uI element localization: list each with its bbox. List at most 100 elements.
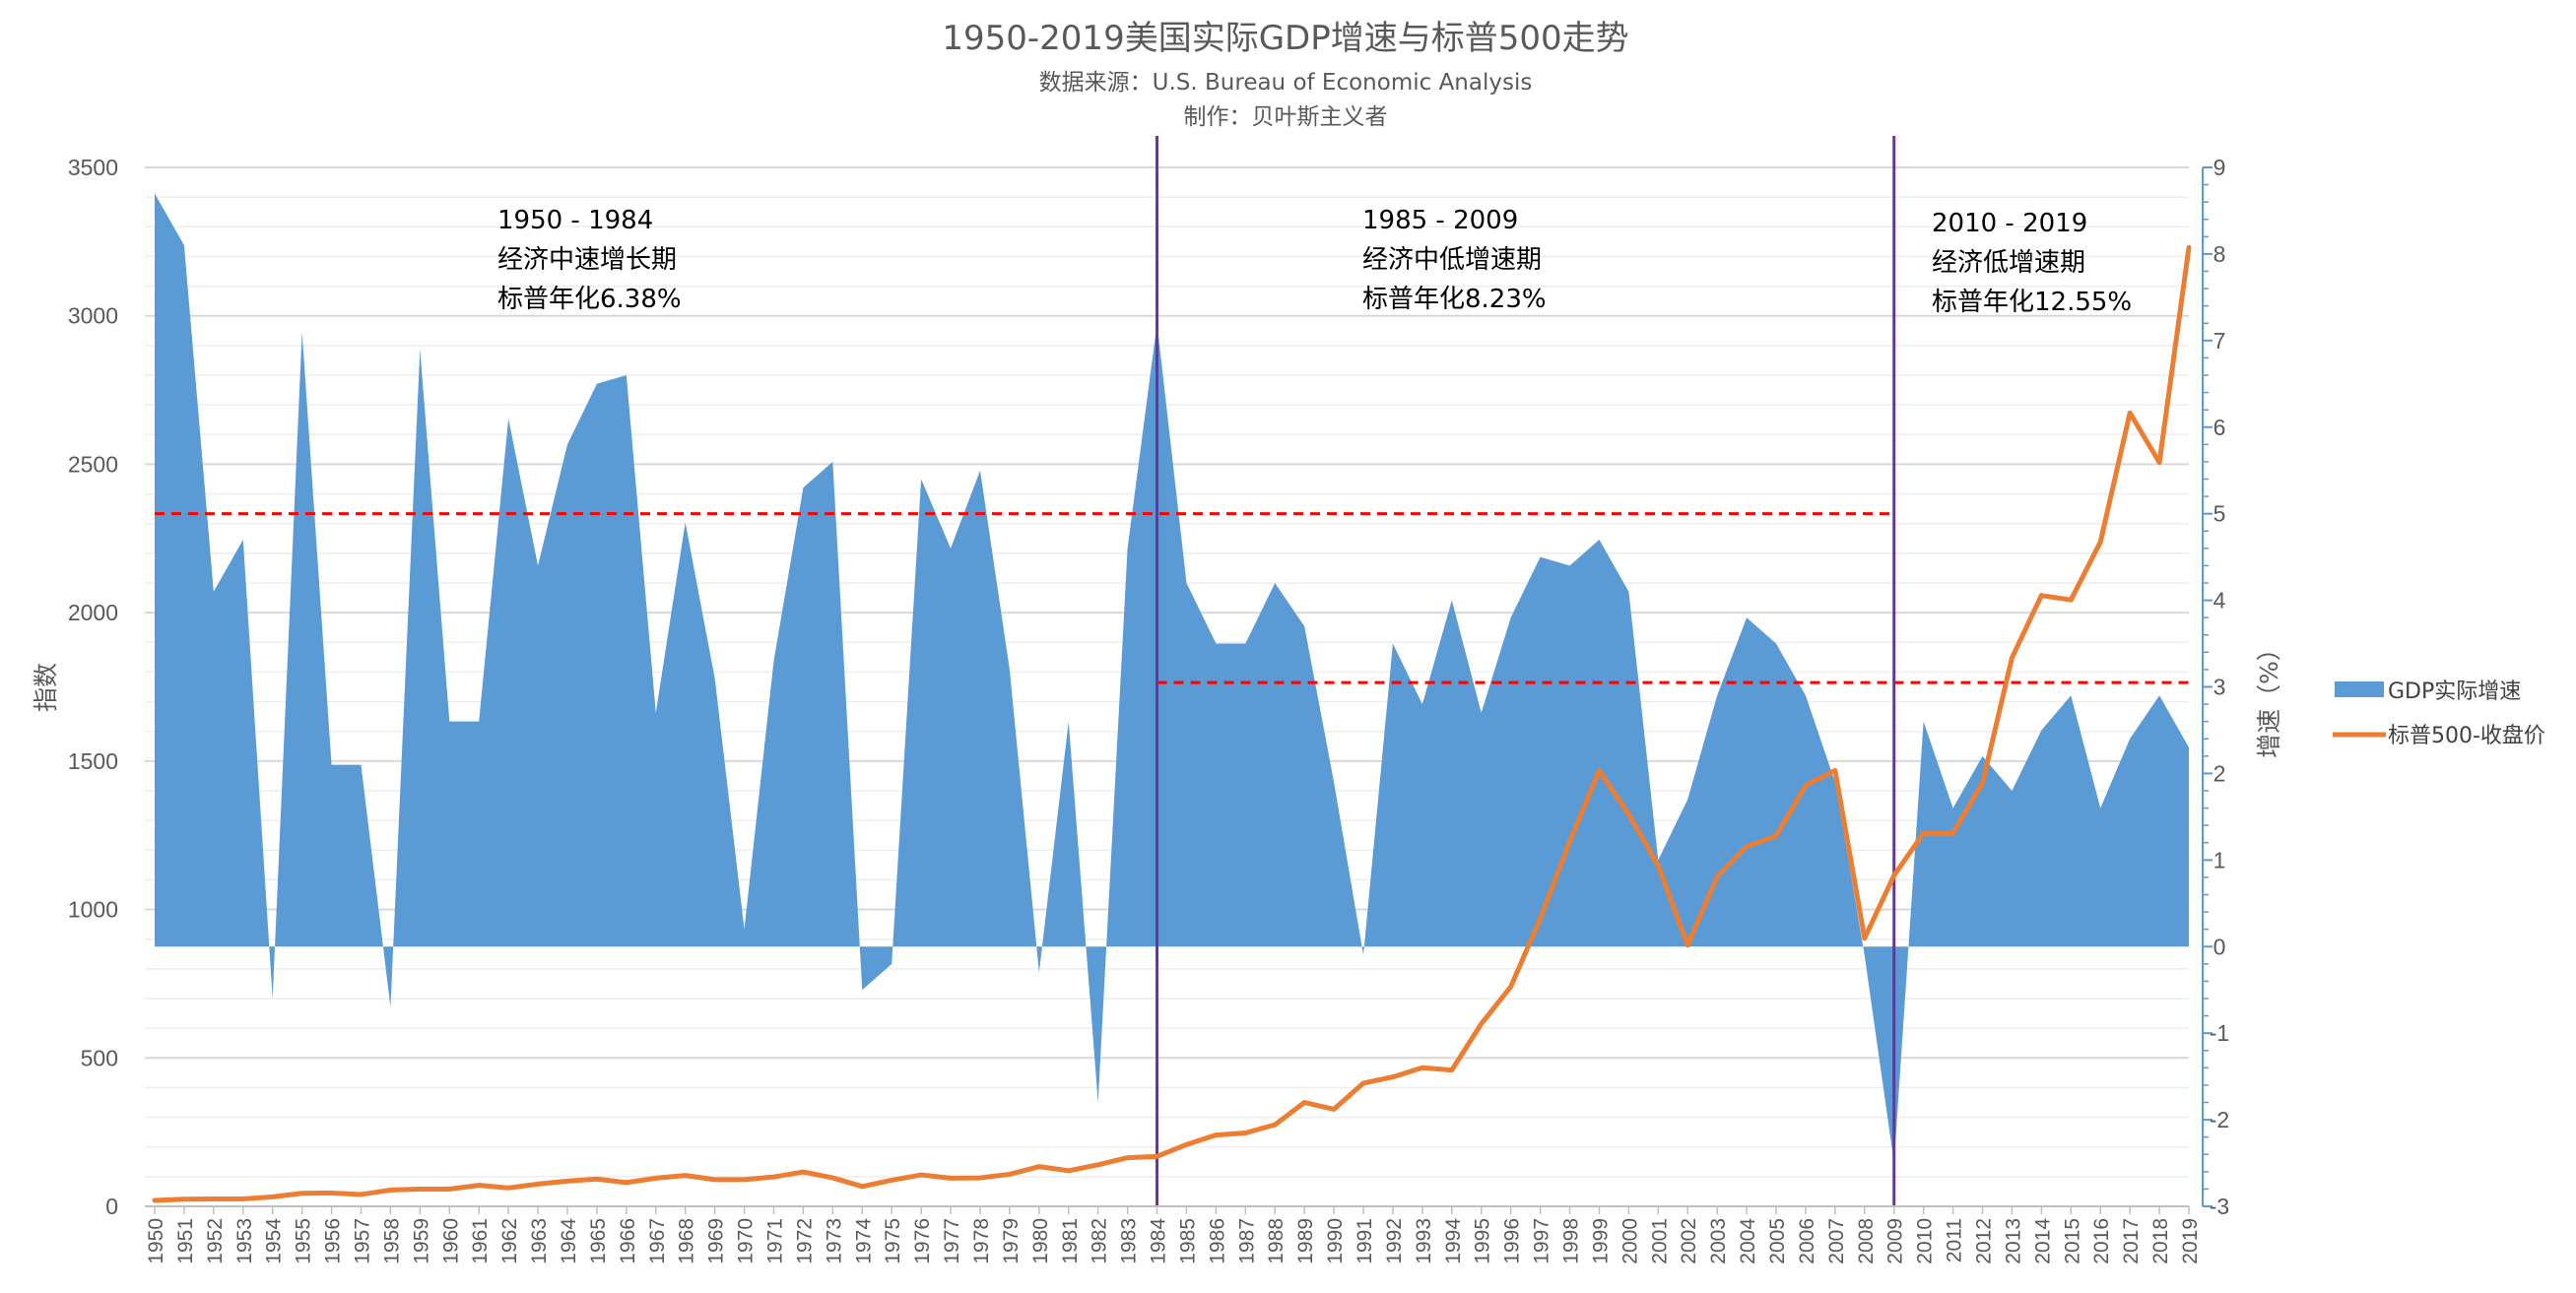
right-tick-label: 6 <box>2213 415 2226 440</box>
left-tick-label: 1500 <box>68 748 118 774</box>
right-tick-label: 8 <box>2213 241 2226 267</box>
x-tick-label: 1963 <box>528 1218 551 1264</box>
x-tick-label: 1950 <box>145 1218 167 1264</box>
annotation-1-line-1: 1950 - 1984 <box>497 206 653 235</box>
legend-swatch-gdp <box>2335 681 2384 697</box>
left-tick-label: 2000 <box>68 600 118 625</box>
x-tick-label: 2011 <box>1944 1218 1966 1262</box>
annotation-3-line-1: 2010 - 2019 <box>1932 209 2087 238</box>
annotation-1-line-2: 经济中速增长期 <box>497 245 677 275</box>
annotation-1-line-3: 标普年化6.38% <box>497 285 682 314</box>
legend-label: GDP实际增速 <box>2388 679 2521 704</box>
x-tick-label: 1986 <box>1206 1218 1228 1264</box>
x-tick-label: 2007 <box>1825 1218 1848 1264</box>
axes <box>145 166 2213 1214</box>
right-tick-label: -1 <box>2210 1020 2229 1046</box>
x-tick-label: 1999 <box>1589 1218 1612 1264</box>
x-tick-label: 1975 <box>882 1218 904 1264</box>
right-tick-label: 3 <box>2213 675 2226 700</box>
x-tick-label: 1956 <box>322 1218 345 1264</box>
x-tick-label: 1968 <box>676 1218 698 1264</box>
x-tick-label: 1976 <box>911 1218 934 1264</box>
x-tick-label: 1967 <box>646 1218 669 1264</box>
x-tick-label: 2012 <box>1973 1218 1996 1264</box>
left-tick-label: 0 <box>105 1194 118 1219</box>
x-tick-label: 1961 <box>469 1218 492 1264</box>
x-tick-label: 1989 <box>1294 1218 1317 1264</box>
x-tick-label: 1965 <box>587 1218 610 1264</box>
legend-label: 标普500-收盘价 <box>2388 724 2545 748</box>
x-tick-label: 1998 <box>1560 1218 1583 1264</box>
x-tick-label: 1952 <box>204 1218 227 1264</box>
x-tick-label: 1980 <box>1029 1218 1052 1264</box>
x-tick-label: 1958 <box>380 1218 403 1264</box>
chart-subtitle-author: 制作：贝叶斯主义者 <box>1184 104 1388 130</box>
x-tick-label: 2009 <box>1884 1218 1907 1264</box>
right-tick-labels: -3 -2 -1 0 1 2 3 4 5 6 7 8 9 <box>2210 155 2229 1219</box>
x-tick-label: 1959 <box>410 1218 432 1264</box>
annotation-2-line-2: 经济中低增速期 <box>1362 245 1542 275</box>
x-tick-label: 1983 <box>1118 1218 1141 1264</box>
x-tick-label: 2019 <box>2179 1218 2202 1264</box>
left-tick-labels: 0 500 1000 1500 2000 2500 3000 3500 <box>68 155 118 1219</box>
right-tick-label: -3 <box>2210 1194 2229 1219</box>
x-tick-label: 1990 <box>1324 1218 1347 1264</box>
x-tick-label: 2017 <box>2120 1218 2143 1264</box>
right-tick-label: 9 <box>2213 155 2226 180</box>
left-tick-label: 500 <box>81 1045 118 1070</box>
x-tick-label: 1960 <box>439 1218 462 1264</box>
right-tick-label: -2 <box>2210 1107 2229 1132</box>
x-tick-label: 1992 <box>1383 1218 1406 1264</box>
left-tick-label: 1000 <box>68 897 118 923</box>
x-tick-label: 1985 <box>1176 1218 1199 1264</box>
x-tick-label: 2010 <box>1914 1218 1937 1264</box>
x-tick-labels: 1950 1951 1952 1953 1954 1955 1956 1957 1958 1959… <box>145 1218 2202 1264</box>
right-tick-label: 5 <box>2213 501 2226 527</box>
x-tick-label: 2013 <box>2002 1218 2024 1264</box>
x-tick-label: 1973 <box>823 1218 845 1264</box>
x-tick-label: 1954 <box>263 1218 286 1264</box>
x-tick-label: 2005 <box>1766 1218 1789 1264</box>
x-tick-label: 1995 <box>1472 1218 1494 1264</box>
right-tick-label: 7 <box>2213 328 2226 354</box>
gdp-area <box>155 193 2189 1164</box>
x-tick-label: 2015 <box>2061 1218 2083 1264</box>
x-tick-label: 1981 <box>1059 1218 1082 1264</box>
x-tick-label: 1982 <box>1089 1218 1111 1264</box>
x-tick-label: 1951 <box>174 1218 197 1264</box>
reference-lines <box>155 512 2189 684</box>
x-tick-label: 2018 <box>2149 1218 2172 1264</box>
left-tick-label: 3000 <box>68 303 118 329</box>
right-tick-label: 2 <box>2213 760 2226 786</box>
x-tick-label: 2000 <box>1618 1218 1641 1264</box>
x-tick-label: 1988 <box>1265 1218 1288 1264</box>
x-tick-label: 1993 <box>1413 1218 1435 1264</box>
annotation-3-line-2: 经济低增速期 <box>1932 248 2085 278</box>
sp500-line-series <box>152 244 2192 1203</box>
right-tick-label: 1 <box>2213 847 2226 873</box>
x-tick-label: 2014 <box>2031 1218 2054 1264</box>
x-tick-label: 2004 <box>1737 1218 1759 1264</box>
chart-title: 1950-2019美国实际GDP增速与标普500走势 <box>942 19 1628 58</box>
x-tick-label: 1972 <box>793 1218 816 1264</box>
x-tick-label: 1955 <box>293 1218 315 1264</box>
x-tick-label: 2006 <box>1796 1218 1818 1264</box>
gdp-area-series <box>155 193 2189 1164</box>
x-tick-label: 1962 <box>498 1218 521 1264</box>
x-tick-label: 2003 <box>1707 1218 1730 1264</box>
x-tick-label: 1953 <box>233 1218 256 1264</box>
right-tick-label: 0 <box>2213 934 2226 959</box>
left-axis-label: 指数 <box>32 663 60 712</box>
x-tick-label: 2002 <box>1678 1218 1700 1264</box>
chart-subtitle-source: 数据来源：U.S. Bureau of Economic Analysis <box>1039 70 1533 96</box>
period-dividers <box>1156 136 1896 1206</box>
x-tick-label: 1966 <box>617 1218 639 1264</box>
x-tick-label: 1978 <box>970 1218 993 1264</box>
annotation-3-line-3: 标普年化12.55% <box>1932 288 2132 317</box>
x-tick-label: 1994 <box>1442 1218 1465 1264</box>
x-tick-label: 2001 <box>1648 1218 1671 1264</box>
x-tick-label: 1991 <box>1354 1218 1376 1264</box>
